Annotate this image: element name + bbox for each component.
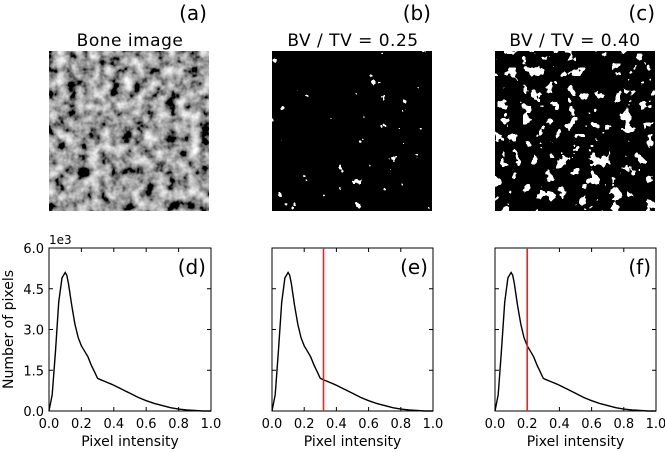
x-tick-label: 1.0: [423, 417, 444, 432]
histogram-panel-0: 0.0 0.2 0.4 0.6 0.8 1.0 0.0 1.5 3.0 4.5 6.0 1e3 Numb…: [1, 233, 221, 450]
x-tick-label: 0.0: [485, 417, 506, 432]
image-panel-b: (b) BV / TV = 0.25: [272, 1, 432, 211]
histogram-panel-1: 0.0 0.2 0.4 0.6 0.8 1.0 Pixel intensity (e): [262, 247, 444, 450]
panel-letter: (d): [178, 255, 206, 279]
x-tick-label: 0.2: [517, 417, 538, 432]
x-tick-label: 0.2: [71, 417, 92, 432]
y-tick-label: 1.5: [23, 364, 44, 379]
panel-letter-b: (b): [403, 1, 431, 25]
image-panel-c: (c) BV / TV = 0.40: [495, 1, 655, 211]
histogram-panel-2: 0.0 0.2 0.4 0.6 0.8 1.0 Pixel intensity (f): [485, 247, 665, 450]
bone-grayscale-image: [49, 51, 209, 211]
x-tick-label: 0.6: [136, 417, 157, 432]
x-tick-label: 1.0: [201, 417, 222, 432]
image-title-c: BV / TV = 0.40: [509, 31, 640, 51]
image-title-a: Bone image: [77, 31, 184, 51]
x-tick-label: 0.8: [390, 417, 411, 432]
y-tick-label: 3.0: [23, 324, 44, 339]
x-tick-label: 0.6: [581, 417, 602, 432]
y-tick-label: 0.0: [23, 405, 44, 420]
bone-binary-image-0.40: [495, 51, 655, 211]
bone-binary-image-0.25: [272, 51, 432, 211]
y-exponent-label: 1e3: [49, 233, 72, 247]
x-tick-label: 0.4: [549, 417, 570, 432]
image-title-b: BV / TV = 0.25: [287, 31, 418, 51]
histogram-charts: 0.0 0.2 0.4 0.6 0.8 1.0 0.0 1.5 3.0 4.5 6.0 1e3 Numb…: [1, 233, 665, 450]
x-tick-label: 0.4: [103, 417, 124, 432]
x-tick-label: 1.0: [646, 417, 665, 432]
x-axis-label: Pixel intensity: [527, 434, 625, 450]
y-axis-label: Number of pixels: [1, 270, 17, 389]
x-tick-label: 0.4: [326, 417, 347, 432]
y-tick-label: 6.0: [23, 242, 44, 257]
image-panel-a: (a) Bone image: [49, 1, 209, 211]
x-axis-label: Pixel intensity: [81, 434, 179, 450]
x-tick-label: 0.0: [262, 417, 283, 432]
panel-letter-c: (c): [628, 1, 655, 25]
x-tick-label: 0.2: [294, 417, 315, 432]
x-tick-label: 0.8: [168, 417, 189, 432]
panel-letter: (f): [628, 255, 651, 279]
y-tick-label: 4.5: [23, 283, 44, 298]
histogram-line: [494, 271, 656, 412]
x-tick-label: 0.6: [358, 417, 379, 432]
histogram-line: [271, 271, 433, 412]
x-tick-label: 0.8: [613, 417, 634, 432]
panel-letter: (e): [400, 255, 428, 279]
x-tick-label: 0.0: [39, 417, 60, 432]
histogram-line: [48, 271, 211, 412]
panel-letter-a: (a): [179, 1, 207, 25]
x-axis-label: Pixel intensity: [304, 434, 402, 450]
